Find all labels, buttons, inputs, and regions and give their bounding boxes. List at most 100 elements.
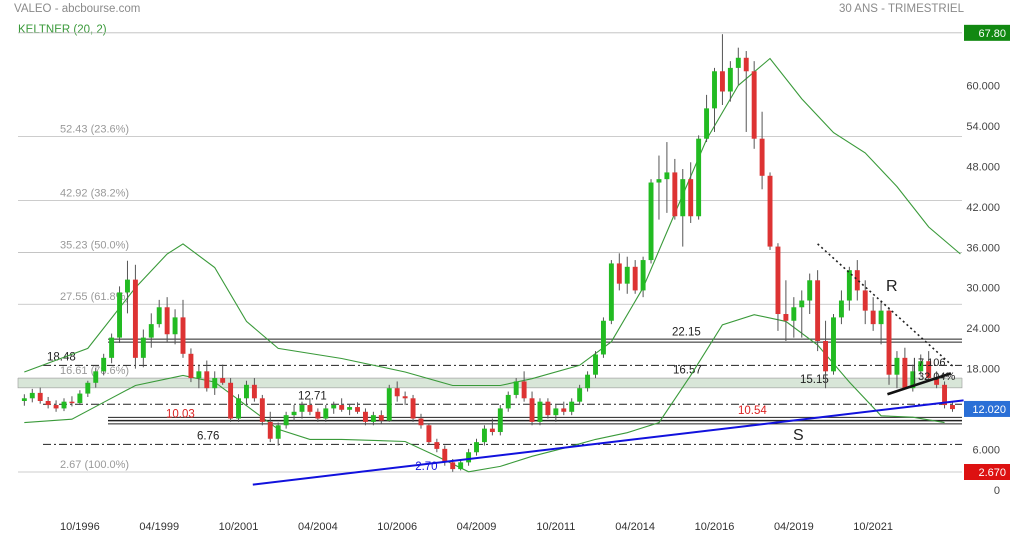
y-tick-label-10: 60.000 [966, 80, 1000, 92]
level-label-3: 15.15 [800, 374, 829, 386]
candle-body-54 [450, 462, 456, 470]
candle-body-28 [244, 384, 249, 399]
candle-body-44 [370, 415, 376, 422]
candle-body-17 [156, 307, 162, 325]
chart-source-title: VALEO - abcbourse.com [14, 3, 141, 15]
price-tag-last: 12.020 [972, 404, 1006, 416]
candle-body-18 [164, 307, 170, 335]
candle-body-9 [93, 371, 99, 383]
candle-body-31 [267, 421, 273, 439]
candle-body-40 [339, 405, 345, 410]
candle-body-15 [140, 337, 146, 358]
candle-body-14 [132, 279, 138, 358]
candle-body-98 [799, 300, 805, 308]
candle-body-25 [220, 378, 226, 383]
candle-body-13 [125, 279, 130, 293]
candle-body-3 [45, 400, 51, 406]
candle-body-61 [505, 394, 511, 409]
fib-label-6: 2.67 (100.0%) [60, 459, 129, 471]
price-tag-low-bg [964, 463, 1010, 480]
candle-body-74 [608, 263, 614, 321]
candle-body-30 [259, 398, 265, 422]
candle-body-84 [688, 179, 694, 217]
y-tick-label-9: 54.000 [966, 121, 1000, 133]
candle-body-78 [640, 260, 646, 291]
candle-body-11 [109, 337, 115, 358]
chart-period-label: 30 ANS - TRIMESTRIEL [838, 3, 964, 15]
candle-body-117 [950, 405, 955, 410]
candle-body-95 [775, 246, 781, 315]
resistance-letter: R [886, 278, 898, 295]
candle-body-47 [394, 388, 400, 397]
x-tick-label-4: 10/2006 [377, 521, 417, 533]
resistance-trendline [817, 243, 955, 368]
candle-body-2 [37, 392, 43, 401]
candle-body-27 [236, 398, 241, 419]
candle-body-75 [616, 263, 622, 284]
candle-body-60 [497, 408, 503, 433]
candle-body-113 [918, 361, 924, 372]
level-label-7: 6.76 [197, 430, 219, 442]
x-tick-label-2: 10/2001 [219, 521, 259, 533]
level-label-5: 10.54 [738, 405, 767, 417]
candle-body-36 [307, 405, 313, 412]
level-label-4: 12.71 [298, 390, 327, 402]
candle-body-63 [521, 381, 527, 399]
fib-label-5: 16.61 (78.6%) [60, 365, 129, 377]
triangle-base-line [887, 372, 952, 396]
x-tick-label-6: 10/2011 [536, 521, 575, 533]
candle-body-116 [942, 384, 948, 406]
candle-body-32 [275, 425, 281, 439]
candle-body-69 [569, 401, 575, 412]
x-tick-label-7: 04/2014 [615, 521, 655, 533]
candle-body-4 [53, 405, 59, 409]
price-tag-high-bg [964, 24, 1010, 41]
candle-body-20 [180, 317, 186, 354]
fib-label-4: 27.55 (61.8%) [60, 291, 129, 303]
y-tick-label-4: 24.000 [966, 323, 1000, 335]
candle-body-109 [886, 310, 892, 375]
candle-body-77 [632, 266, 638, 291]
support-low-label: 2.70 [415, 461, 437, 473]
candle-body-45 [378, 415, 384, 421]
candle-body-37 [315, 411, 321, 419]
candle-body-50 [418, 418, 424, 426]
support-trendline [252, 399, 964, 486]
candle-body-79 [648, 182, 654, 261]
y-tick-label-1: 6.000 [972, 445, 1000, 457]
candle-body-94 [767, 175, 773, 247]
candle-body-6 [69, 401, 75, 404]
y-tick-label-6: 36.000 [966, 242, 1000, 254]
candle-body-51 [426, 425, 432, 443]
candle-body-67 [553, 408, 559, 416]
candle-body-88 [719, 71, 725, 92]
candle-body-55 [458, 462, 464, 470]
candle-body-21 [188, 353, 194, 379]
candle-body-1 [29, 392, 35, 399]
candle-body-34 [291, 411, 297, 416]
y-tick-label-3: 18.000 [966, 364, 1000, 376]
level-label-6: 10.03 [166, 408, 195, 420]
candle-body-10 [101, 357, 107, 372]
target-percent-label: 32.04% [918, 371, 956, 383]
y-tick-label-8: 48.000 [966, 161, 1000, 173]
price-tag-low: 2.670 [978, 467, 1006, 479]
level-label-0: 22.15 [672, 327, 701, 339]
candle-body-29 [251, 384, 257, 399]
candle-body-59 [489, 428, 495, 433]
y-tick-label-7: 42.000 [966, 202, 1000, 214]
candle-body-56 [466, 452, 472, 463]
candle-body-87 [712, 71, 717, 109]
candle-body-81 [664, 172, 670, 180]
candle-body-41 [347, 407, 353, 410]
candle-body-39 [331, 405, 337, 409]
candle-body-86 [704, 108, 710, 139]
candle-body-64 [529, 398, 535, 422]
fib-label-1: 52.43 (23.6%) [60, 123, 129, 135]
candle-body-0 [21, 398, 27, 401]
candle-body-112 [910, 371, 916, 389]
candle-body-114 [926, 361, 932, 379]
candle-body-89 [727, 67, 733, 92]
